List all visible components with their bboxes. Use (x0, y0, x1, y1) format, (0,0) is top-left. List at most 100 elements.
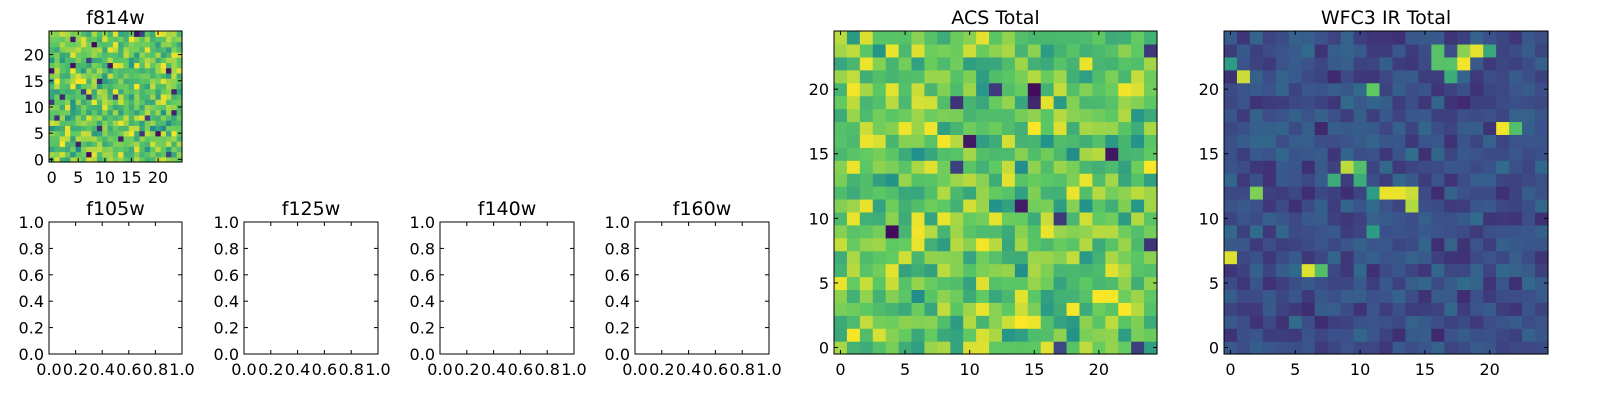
heatmap-cell (1327, 43, 1342, 58)
y-tick-label: 5 (34, 124, 44, 143)
heatmap-cell (963, 263, 977, 278)
heatmap-cell (1431, 289, 1445, 303)
heatmap-cell (1236, 315, 1251, 329)
heatmap-cell (91, 93, 98, 100)
heatmap-cell (1509, 82, 1523, 97)
heatmap-cell (1144, 173, 1158, 187)
heatmap-cell (70, 104, 77, 111)
heatmap-cell (1079, 160, 1093, 174)
heatmap-cell (1040, 276, 1055, 290)
heatmap-cell (924, 302, 938, 316)
heatmap-cell (1301, 315, 1316, 329)
heatmap-cell (1496, 134, 1510, 148)
heatmap-cell (1053, 173, 1068, 187)
heatmap-cell (134, 151, 141, 158)
heatmap-cell (1496, 173, 1510, 187)
heatmap-cell (176, 57, 183, 64)
heatmap-cell (112, 109, 119, 116)
heatmap-cell (1224, 95, 1238, 110)
y-tick-label: 0.8 (410, 239, 435, 258)
heatmap-cell (1144, 328, 1158, 342)
heatmap-cell (911, 134, 926, 148)
x-tick-label: 1.0 (561, 360, 586, 379)
heatmap-cell (1470, 121, 1484, 135)
heatmap-cell (1496, 186, 1510, 200)
heatmap-cell (1224, 263, 1238, 278)
heatmap-cell (1535, 224, 1549, 239)
heatmap-cell (1522, 198, 1536, 213)
heatmap-cell (859, 250, 874, 265)
heatmap-cell (950, 250, 964, 265)
heatmap-cell (59, 141, 66, 147)
heatmap-cell (937, 328, 951, 342)
heatmap-cell (1457, 263, 1471, 278)
heatmap-cell (150, 125, 156, 132)
heatmap-cell (80, 67, 87, 74)
heatmap-cell (166, 156, 172, 163)
heatmap-cell (91, 51, 98, 58)
heatmap-cell (54, 109, 61, 116)
heatmap-cell (1392, 302, 1407, 316)
heatmap-cell (1079, 341, 1093, 355)
heatmap-cell (885, 302, 900, 316)
heatmap-cell (96, 130, 103, 137)
heatmap-cell (139, 83, 146, 90)
heatmap-cell (123, 135, 130, 142)
heatmap-cell (59, 99, 66, 105)
heatmap-cell (1014, 198, 1029, 213)
heatmap-cell (1379, 186, 1394, 200)
heatmap-cell (1118, 341, 1132, 355)
heatmap-cell (1392, 341, 1407, 355)
y-tick-label: 0.0 (410, 345, 435, 364)
heatmap-cell (924, 237, 938, 252)
heatmap-cell (1418, 95, 1432, 110)
y-tick-label: 0.0 (605, 345, 630, 364)
heatmap-cell (123, 36, 130, 43)
heatmap-cell (1092, 276, 1106, 290)
heatmap-cell (1131, 250, 1145, 265)
heatmap-cell (112, 135, 119, 142)
heatmap-cell (1288, 95, 1303, 110)
heatmap-cell (1418, 315, 1432, 329)
heatmap-cell (1053, 263, 1068, 278)
heatmap-cell (1457, 108, 1471, 123)
heatmap-cell (123, 125, 130, 132)
heatmap-cell (80, 51, 87, 58)
y-tick-label: 0.8 (19, 239, 44, 258)
heatmap-cell (1275, 108, 1290, 123)
heatmap-cell (1496, 95, 1510, 110)
heatmap-cell (1275, 147, 1290, 161)
heatmap-cell (123, 83, 130, 90)
heatmap-cell (144, 46, 151, 53)
heatmap-cell (834, 224, 848, 239)
heatmap-cell (1131, 328, 1145, 342)
heatmap-cell (96, 109, 103, 116)
heatmap-cell (1053, 95, 1068, 110)
heatmap-cell (885, 276, 900, 290)
heatmap-cell (1392, 315, 1407, 329)
heatmap-cell (96, 141, 103, 147)
heatmap-cell (1392, 289, 1407, 303)
y-tick-label: 1.0 (214, 213, 239, 232)
heatmap-cell (139, 120, 146, 126)
heatmap-cell (885, 69, 900, 84)
heatmap-cell (989, 43, 1003, 58)
heatmap-cell (1340, 211, 1355, 226)
x-tick-label: 15 (1415, 360, 1435, 379)
heatmap-cell (911, 328, 926, 342)
heatmap-cell (1444, 198, 1458, 213)
heatmap-cell (1392, 43, 1407, 58)
heatmap-cell (1118, 263, 1132, 278)
heatmap-cell (963, 328, 977, 342)
heatmap-cell (1131, 224, 1145, 239)
heatmap-cell (846, 263, 861, 278)
y-tick-label: 0.8 (605, 239, 630, 258)
heatmap-cell (1353, 302, 1368, 316)
heatmap-cell (54, 141, 61, 147)
heatmap-cell (1496, 160, 1510, 174)
heatmap-cell (1092, 237, 1106, 252)
heatmap-cell (1431, 160, 1445, 174)
heatmap-cell (1105, 95, 1119, 110)
heatmap-cell (1340, 198, 1355, 213)
heatmap-cell (80, 46, 87, 53)
